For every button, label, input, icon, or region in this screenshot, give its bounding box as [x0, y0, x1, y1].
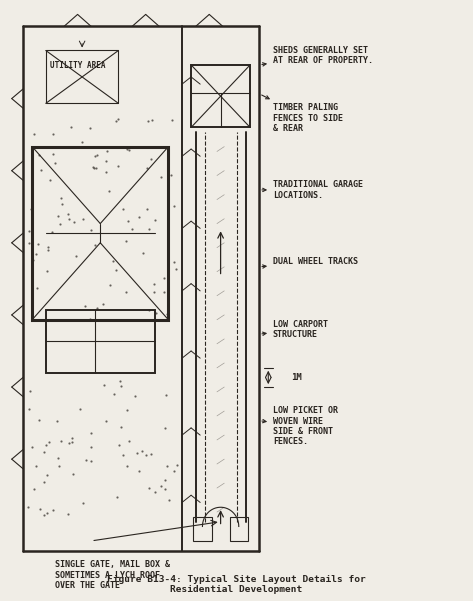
Text: UTILITY AREA: UTILITY AREA	[50, 61, 106, 70]
Bar	[46, 50, 118, 103]
Bar	[32, 147, 168, 320]
Bar	[46, 310, 155, 373]
Text: 1M: 1M	[291, 373, 302, 382]
Bar	[191, 65, 250, 127]
Text: Figure B13-4: Typical Site Layout Details for
Residential Development: Figure B13-4: Typical Site Layout Detail…	[107, 575, 366, 594]
Text: DUAL WHEEL TRACKS: DUAL WHEEL TRACKS	[262, 257, 358, 268]
Text: SINGLE GATE, MAIL BOX &
SOMETIMES A LYCH ROOF
OVER THE GATE: SINGLE GATE, MAIL BOX & SOMETIMES A LYCH…	[55, 560, 170, 590]
Text: SHEDS GENERALLY SET
AT REAR OF PROPERTY.: SHEDS GENERALLY SET AT REAR OF PROPERTY.	[262, 46, 373, 66]
Text: TIMBER PALING
FENCES TO SIDE
& REAR: TIMBER PALING FENCES TO SIDE & REAR	[262, 95, 343, 133]
Bar	[230, 517, 248, 541]
Text: TRADITIONAL GARAGE
LOCATIONS.: TRADITIONAL GARAGE LOCATIONS.	[262, 180, 363, 200]
Bar	[193, 517, 211, 541]
Text: LOW CARPORT
STRUCTURE: LOW CARPORT STRUCTURE	[262, 320, 328, 339]
Text: LOW PICKET OR
WOVEN WIRE
SIDE & FRONT
FENCES.: LOW PICKET OR WOVEN WIRE SIDE & FRONT FE…	[262, 406, 338, 447]
